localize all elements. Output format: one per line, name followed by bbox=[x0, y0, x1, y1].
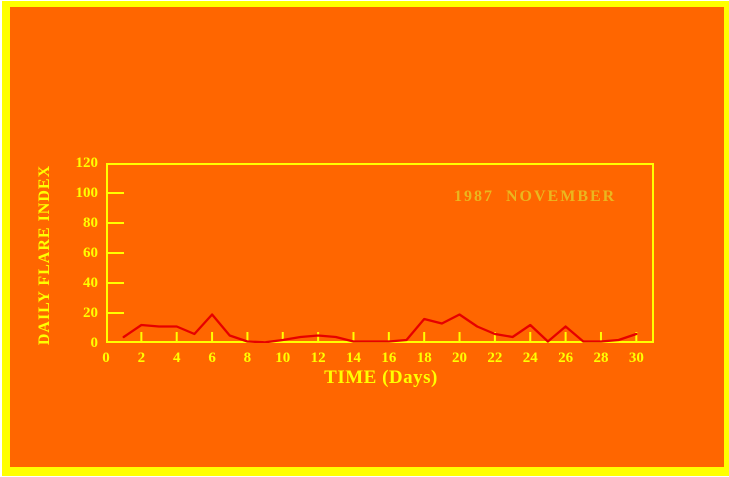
x-axis-title: TIME (Days) bbox=[324, 367, 438, 388]
x-tick-label: 18 bbox=[416, 350, 432, 366]
y-tick-label: 60 bbox=[83, 245, 98, 261]
x-tick-label: 22 bbox=[487, 350, 503, 366]
x-tick-label: 6 bbox=[208, 350, 216, 366]
x-tick-label: 10 bbox=[275, 350, 291, 366]
y-tick-label: 20 bbox=[83, 305, 98, 321]
x-tick-label: 14 bbox=[345, 350, 361, 366]
x-tick-label: 12 bbox=[310, 350, 326, 366]
x-tick-label: 30 bbox=[628, 350, 644, 366]
data-line bbox=[122, 313, 638, 343]
y-tick-label: 80 bbox=[83, 215, 98, 231]
x-tick-label: 28 bbox=[593, 350, 609, 366]
chart-background bbox=[10, 7, 724, 467]
x-tick-label: 4 bbox=[172, 350, 181, 366]
x-tick-label: 8 bbox=[243, 350, 252, 366]
plot-area bbox=[106, 163, 654, 343]
x-tick-label: 26 bbox=[558, 350, 574, 366]
x-tick-label: 0 bbox=[102, 350, 110, 366]
y-tick-label: 100 bbox=[75, 185, 99, 201]
x-tick-label: 2 bbox=[137, 350, 146, 366]
y-axis-title: DAILY FLARE INDEX bbox=[36, 164, 53, 346]
y-tick-label: 120 bbox=[75, 155, 99, 171]
x-tick-label: 24 bbox=[522, 350, 538, 366]
y-tick-label: 40 bbox=[83, 275, 98, 291]
x-tick-label: 20 bbox=[452, 350, 468, 366]
y-tick-label: 0 bbox=[90, 335, 99, 351]
x-tick-label: 16 bbox=[381, 350, 397, 366]
plot-svg bbox=[106, 163, 654, 343]
period-annotation: 1987 NOVEMBER bbox=[454, 188, 617, 205]
